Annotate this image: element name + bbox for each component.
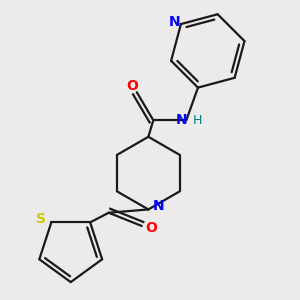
Text: N: N	[169, 15, 181, 29]
Text: N: N	[152, 199, 164, 213]
Text: S: S	[36, 212, 46, 226]
Text: O: O	[126, 79, 138, 93]
Text: H: H	[193, 114, 203, 127]
Text: N: N	[176, 113, 187, 127]
Text: O: O	[146, 220, 158, 235]
